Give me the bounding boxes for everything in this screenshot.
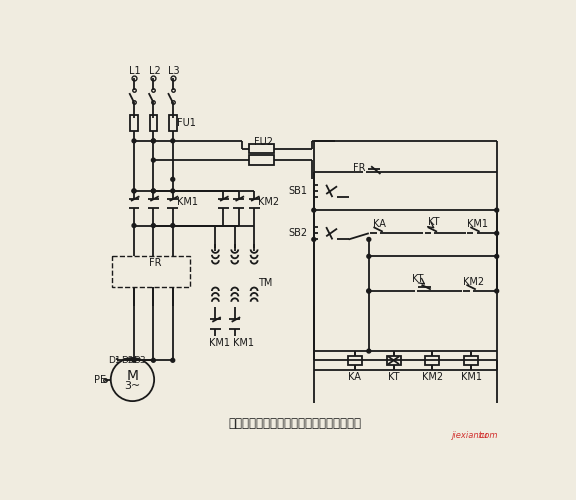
Text: PE: PE <box>94 374 106 384</box>
Text: 时间继电器控制的自耦变压器降压启动线路: 时间继电器控制的自耦变压器降压启动线路 <box>229 417 362 430</box>
Text: KA: KA <box>373 219 386 229</box>
Bar <box>426 356 439 365</box>
Circle shape <box>367 289 371 293</box>
Text: KM1: KM1 <box>461 372 482 382</box>
Text: KM1: KM1 <box>209 338 230 347</box>
Circle shape <box>171 224 175 228</box>
Text: KT: KT <box>388 372 399 382</box>
Bar <box>348 356 362 365</box>
Circle shape <box>171 178 175 182</box>
Text: KT: KT <box>412 274 424 283</box>
Circle shape <box>312 238 316 242</box>
Bar <box>464 356 478 365</box>
Text: KM1: KM1 <box>233 338 254 347</box>
Text: D3: D3 <box>133 356 146 365</box>
Circle shape <box>132 189 136 193</box>
Text: KA: KA <box>348 372 361 382</box>
Circle shape <box>495 208 499 212</box>
Text: jiexiantu: jiexiantu <box>452 432 488 440</box>
Text: KM1: KM1 <box>177 198 198 207</box>
Circle shape <box>367 289 371 293</box>
Bar <box>249 144 274 153</box>
Circle shape <box>151 158 156 162</box>
Text: FR: FR <box>353 163 365 173</box>
Bar <box>169 116 177 131</box>
Circle shape <box>151 224 156 228</box>
Text: TM: TM <box>258 278 272 288</box>
Circle shape <box>171 139 175 143</box>
Text: L2: L2 <box>149 66 161 76</box>
Circle shape <box>151 139 156 143</box>
Text: L3: L3 <box>168 66 180 76</box>
Circle shape <box>151 189 156 193</box>
Circle shape <box>171 189 175 193</box>
Circle shape <box>367 254 371 258</box>
Circle shape <box>495 289 499 293</box>
Text: 3~: 3~ <box>124 380 141 390</box>
Text: KT: KT <box>428 216 439 226</box>
Text: D1: D1 <box>108 356 121 365</box>
Circle shape <box>132 224 136 228</box>
Text: FU1: FU1 <box>177 118 195 128</box>
Text: L1: L1 <box>130 66 141 76</box>
Text: KM2: KM2 <box>463 277 484 287</box>
Text: SB2: SB2 <box>289 228 308 238</box>
Text: KM1: KM1 <box>467 219 488 229</box>
Circle shape <box>367 238 371 242</box>
Text: SB1: SB1 <box>289 186 308 196</box>
Bar <box>150 116 157 131</box>
Circle shape <box>495 254 499 258</box>
Circle shape <box>367 349 371 353</box>
Circle shape <box>495 232 499 235</box>
Text: .com: .com <box>478 432 498 440</box>
Text: KM2: KM2 <box>258 198 279 207</box>
Bar <box>112 256 190 287</box>
Text: FU2: FU2 <box>254 138 273 147</box>
Text: M: M <box>127 368 138 382</box>
Circle shape <box>151 358 156 362</box>
Circle shape <box>132 358 136 362</box>
Text: KM2: KM2 <box>422 372 443 382</box>
Circle shape <box>132 189 136 193</box>
Circle shape <box>151 139 156 143</box>
Bar <box>249 156 274 164</box>
Text: FR: FR <box>150 258 162 268</box>
Circle shape <box>151 189 156 193</box>
Bar <box>386 356 400 365</box>
Bar <box>130 116 138 131</box>
Circle shape <box>312 208 316 212</box>
Circle shape <box>132 139 136 143</box>
Text: D2: D2 <box>121 356 133 365</box>
Circle shape <box>171 358 175 362</box>
